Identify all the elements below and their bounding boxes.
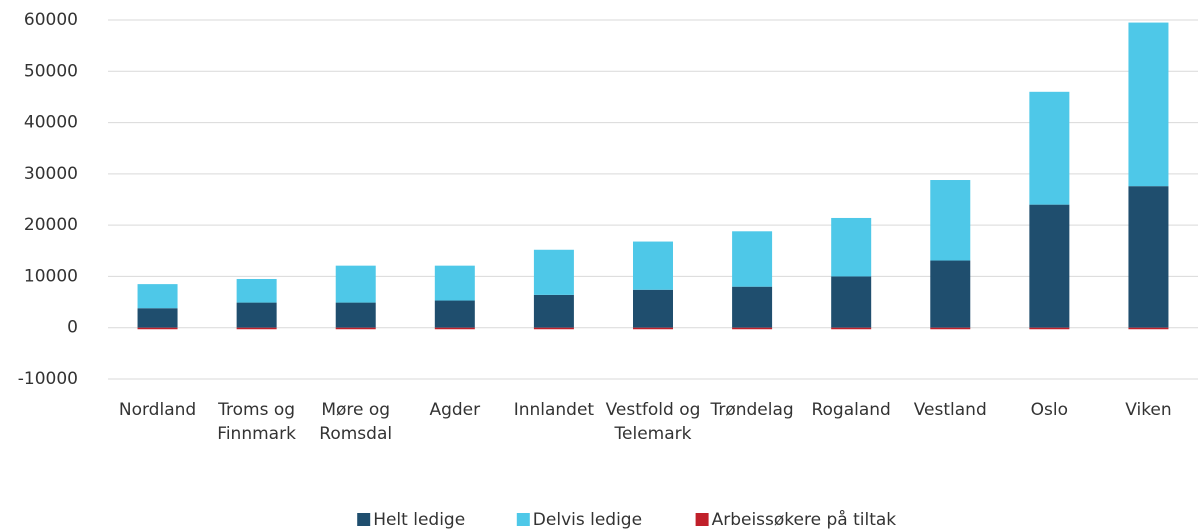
bar-segment (137, 308, 178, 328)
y-tick-label: 50000 (24, 61, 78, 81)
bar-segment (335, 265, 376, 303)
bar-segment (633, 241, 673, 290)
x-tick-label: Vestfold og Telemark (605, 400, 701, 444)
x-tick-label: Vestland (913, 400, 987, 420)
bar-segment (1029, 327, 1070, 330)
legend-swatch (516, 513, 530, 526)
bar-segment (236, 278, 277, 303)
bar-segment (831, 217, 872, 277)
x-tick-label: Agder (429, 400, 481, 420)
bar-segment (236, 302, 277, 328)
y-tick-label: 60000 (24, 10, 78, 30)
y-tick-label: 20000 (24, 215, 78, 235)
x-tick-label: Viken (1125, 400, 1172, 420)
legend-label: Delvis ledige (533, 510, 642, 530)
bar-segment (831, 276, 872, 328)
bar-segment (831, 327, 872, 330)
x-tick-label: Møre og Romsdal (319, 400, 393, 444)
bar-segment (434, 327, 475, 330)
bar-segment (335, 327, 376, 330)
bar-segment (236, 327, 277, 330)
bar-segment (930, 260, 971, 328)
y-tick-label: 40000 (24, 113, 78, 133)
bar-segment (335, 302, 376, 328)
x-tick-label: Rogaland (811, 400, 891, 420)
legend-swatch (695, 513, 709, 526)
bar-segment (1128, 327, 1169, 330)
legend-swatch (357, 513, 371, 526)
bar-segment (732, 231, 773, 287)
bar-segment (633, 327, 673, 330)
x-tick-label: Oslo (1030, 400, 1069, 420)
bar-segment (930, 327, 971, 330)
bar-segment (930, 180, 971, 261)
y-tick-label: 0 (67, 318, 78, 338)
x-tick-label: Troms og Finnmark (217, 400, 296, 444)
bar-segment (137, 284, 178, 309)
bar-segment (533, 249, 574, 295)
bar-segment (732, 286, 773, 328)
x-tick-label: Innlandet (513, 400, 595, 420)
bar-segment (434, 300, 475, 328)
bar-segment (533, 327, 574, 330)
x-tick-label: Nordland (118, 400, 197, 420)
bar-segment (732, 327, 773, 330)
y-tick-label: -10000 (18, 369, 78, 389)
legend-label: Helt ledige (373, 510, 465, 530)
bar-segment (633, 289, 673, 328)
bar-segment (434, 265, 475, 301)
legend-label: Arbeissøkere på tiltak (712, 509, 897, 530)
bar-segment (533, 294, 574, 328)
x-tick-label: Trøndelag (710, 400, 794, 420)
bar-segment (137, 327, 178, 330)
bar-segment (1128, 22, 1169, 187)
bar-segment (1029, 204, 1070, 328)
y-tick-label: 10000 (24, 266, 78, 286)
y-tick-label: 30000 (24, 164, 78, 184)
bar-segment (1029, 91, 1070, 205)
bar-segment (1128, 186, 1169, 328)
